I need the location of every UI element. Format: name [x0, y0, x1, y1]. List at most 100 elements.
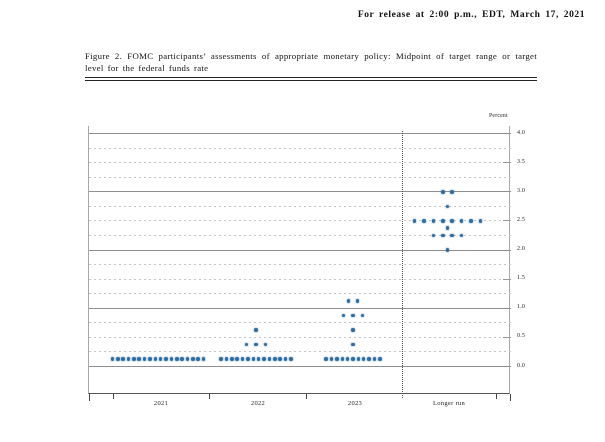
- projection-dot: [478, 219, 483, 223]
- projection-dot: [450, 233, 454, 238]
- x-axis-tick: [306, 394, 307, 399]
- projection-dot: [346, 299, 351, 303]
- projection-dot: [158, 357, 163, 361]
- figure-caption-block: Figure 2. FOMC participants’ assessments…: [85, 51, 537, 81]
- projection-dot: [185, 357, 190, 361]
- projection-dot: [445, 248, 450, 252]
- gridline: [89, 162, 511, 164]
- projection-dot: [450, 219, 454, 223]
- projection-dot: [355, 299, 360, 303]
- projection-dot: [169, 357, 174, 361]
- projection-dot: [340, 357, 345, 361]
- y-tick-label: 3.0: [517, 187, 526, 194]
- projection-dot: [445, 226, 450, 230]
- projection-dot: [341, 313, 346, 318]
- gridline: [89, 366, 511, 367]
- projection-dot: [224, 357, 229, 361]
- x-axis-tick: [89, 394, 90, 401]
- projection-dot: [360, 313, 365, 318]
- x-axis-tick: [209, 394, 210, 399]
- gridline: [89, 234, 511, 236]
- x-tick-label: Longer run: [432, 400, 466, 407]
- projection-dot: [351, 357, 355, 361]
- projection-dot: [431, 233, 436, 238]
- projection-dot: [361, 357, 366, 361]
- projection-dot: [256, 357, 261, 361]
- gridline: [89, 307, 511, 309]
- projection-dot: [367, 357, 371, 361]
- projection-dot: [254, 328, 258, 332]
- y-tick-label: 4.0: [517, 129, 526, 136]
- gridline: [89, 205, 511, 207]
- caption-divider-rule: [85, 77, 537, 81]
- projection-dot: [441, 233, 445, 238]
- projection-dot: [345, 357, 350, 361]
- projection-dot: [126, 357, 131, 361]
- projection-dot: [283, 357, 288, 361]
- gridline: [89, 278, 511, 280]
- gridline: [89, 133, 511, 134]
- projection-dot: [356, 357, 361, 361]
- release-line: For release at 2:00 p.m., EDT, March 17,…: [357, 10, 585, 20]
- projection-dot: [329, 357, 334, 361]
- projection-dot: [412, 219, 417, 223]
- x-tick-label: 2021: [153, 400, 169, 407]
- projection-dot: [445, 204, 450, 209]
- projection-dot: [110, 357, 115, 361]
- projection-dot: [441, 219, 445, 223]
- projection-dot: [116, 357, 120, 361]
- projection-dot: [335, 357, 339, 361]
- projection-dot: [174, 357, 179, 361]
- projection-dot: [450, 189, 454, 194]
- y-axis-tick: [503, 278, 511, 280]
- projection-dot: [142, 357, 147, 361]
- projection-dot: [431, 219, 436, 223]
- projection-dot: [153, 357, 158, 361]
- projection-dot: [246, 357, 250, 361]
- projection-dot: [469, 219, 473, 223]
- y-axis-tick: [503, 220, 511, 222]
- gridline: [89, 351, 511, 353]
- gridline: [89, 191, 511, 193]
- projection-dot: [190, 357, 195, 361]
- y-tick-label: 0.5: [517, 333, 526, 340]
- projection-dot: [272, 357, 277, 361]
- projection-dot: [201, 357, 206, 361]
- gridline: [89, 147, 511, 149]
- x-axis-tick: [496, 394, 497, 399]
- projection-dot: [351, 313, 355, 318]
- y-axis-tick: [503, 162, 511, 164]
- y-tick-label: 0.0: [517, 362, 526, 369]
- projection-dot: [459, 219, 464, 223]
- gridline: [89, 322, 511, 324]
- y-tick-label: 1.5: [517, 275, 526, 282]
- projection-dot: [132, 357, 136, 361]
- projection-dot: [278, 357, 282, 361]
- projection-dot: [240, 357, 245, 361]
- projection-dot: [422, 219, 426, 223]
- projection-dot: [137, 357, 142, 361]
- x-tick-label: 2023: [347, 400, 363, 407]
- x-axis-tick: [113, 394, 114, 399]
- y-tick-label: 2.0: [517, 246, 526, 252]
- projection-dot: [441, 189, 445, 194]
- projection-dot: [244, 342, 249, 347]
- projection-dot: [180, 357, 184, 361]
- y-axis-tick: [503, 336, 511, 338]
- projection-dot: [230, 357, 234, 361]
- projection-dot: [164, 357, 168, 361]
- projection-dot: [219, 357, 224, 361]
- gridline: [89, 264, 511, 266]
- gridline: [89, 176, 511, 178]
- projection-dot: [459, 233, 464, 238]
- y-tick-label: 1.0: [517, 304, 526, 311]
- longer-run-separator: [402, 131, 403, 398]
- projection-dot: [251, 357, 256, 361]
- projection-dot: [351, 342, 355, 347]
- y-axis-unit-label: Percent: [489, 113, 508, 119]
- projection-dot: [377, 357, 382, 361]
- projection-dot: [288, 357, 293, 361]
- projection-dot: [235, 357, 240, 361]
- projection-dot: [267, 357, 272, 361]
